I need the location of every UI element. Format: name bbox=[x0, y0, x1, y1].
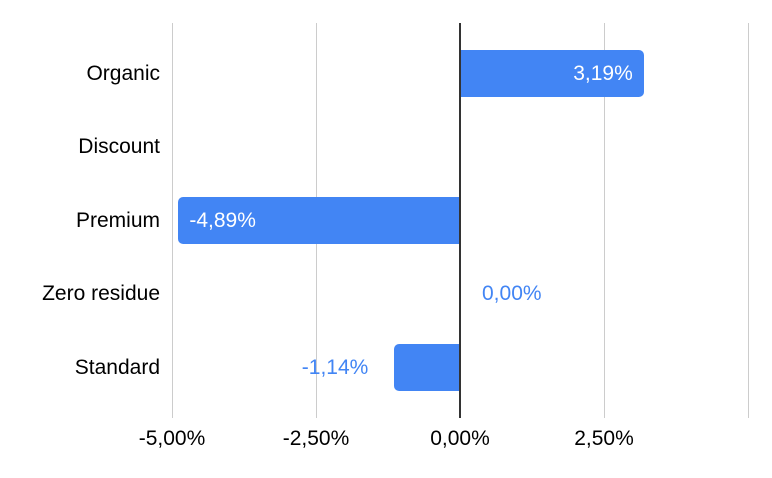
category-label-zero-residue: Zero residue bbox=[42, 282, 160, 305]
bar-premium bbox=[178, 197, 460, 244]
gridline bbox=[747, 23, 749, 418]
bar-value-label: 0,00% bbox=[482, 282, 542, 305]
x-tick-label: 0,00% bbox=[430, 427, 490, 450]
category-label-organic: Organic bbox=[86, 61, 160, 85]
gridline bbox=[171, 23, 173, 418]
category-label-premium: Premium bbox=[75, 208, 160, 232]
bar-standard bbox=[394, 344, 460, 391]
x-tick-label: 2,50% bbox=[574, 427, 634, 450]
gridline bbox=[603, 23, 605, 418]
bar-value-label: -4,89% bbox=[189, 208, 256, 232]
bar-organic bbox=[460, 50, 644, 97]
category-label-discount: Discount bbox=[78, 135, 160, 158]
zero-axis-line bbox=[459, 23, 461, 418]
x-tick-label: -2,50% bbox=[282, 427, 350, 450]
bar-value-label: -1,14% bbox=[301, 355, 369, 379]
x-tick-label: -5,00% bbox=[138, 427, 206, 450]
category-label-standard: Standard bbox=[74, 355, 160, 379]
bar-value-label: 3,19% bbox=[573, 61, 633, 85]
